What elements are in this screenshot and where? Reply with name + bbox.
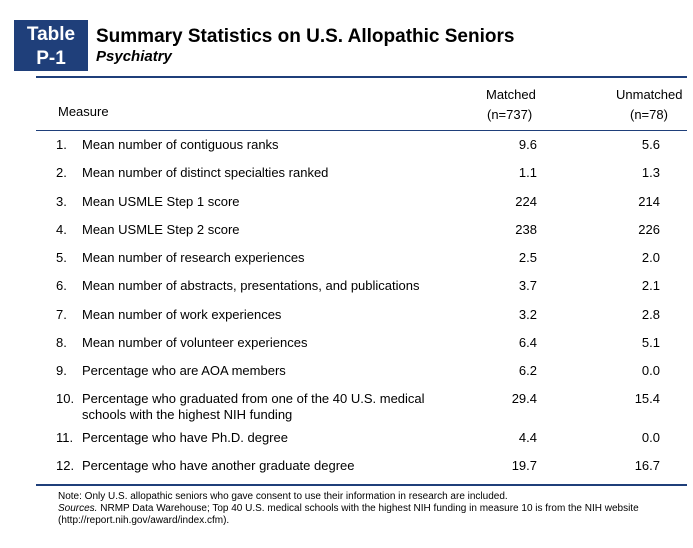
row-unmatched-value: 226: [638, 222, 660, 237]
row-matched-value: 6.2: [518, 363, 537, 378]
table-frame: [36, 76, 687, 486]
row-matched-value: 6.4: [518, 335, 537, 350]
row-measure: Percentage who have Ph.D. degree: [82, 430, 288, 445]
row-number: 6.: [56, 278, 67, 293]
table-note: Note: Only U.S. allopathic seniors who g…: [58, 491, 688, 527]
row-matched-value: 1.1: [518, 165, 537, 180]
row-number: 12.: [56, 458, 75, 473]
row-unmatched-value: 2.8: [641, 307, 660, 322]
row-matched-value: 3.2: [518, 307, 537, 322]
header-unmatched: Unmatched: [616, 87, 683, 102]
note-text: Note: Only U.S. allopathic seniors who g…: [58, 491, 508, 502]
header-matched-n: (n=737): [487, 107, 533, 122]
row-measure: Mean number of distinct specialties rank…: [82, 165, 329, 180]
row-measure: Mean USMLE Step 2 score: [82, 222, 240, 237]
header-unmatched-n: (n=78): [630, 107, 668, 122]
row-number: 5.: [56, 250, 67, 265]
row-measure: Percentage who have another graduate deg…: [82, 458, 355, 473]
page-title: Summary Statistics on U.S. Allopathic Se…: [96, 26, 515, 47]
row-unmatched-value: 5.6: [641, 137, 660, 152]
table-badge: Table P-1: [14, 20, 88, 71]
row-number: 3.: [56, 194, 67, 209]
row-unmatched-value: 16.7: [634, 458, 660, 473]
row-number: 7.: [56, 307, 67, 322]
row-matched-value: 19.7: [511, 458, 537, 473]
row-measure: Percentage who are AOA members: [82, 363, 286, 378]
table-badge-number: P-1: [36, 48, 66, 69]
row-number: 9.: [56, 363, 67, 378]
row-number: 10.: [56, 391, 75, 406]
header-measure: Measure: [58, 104, 109, 119]
row-matched-value: 4.4: [518, 430, 537, 445]
header-matched: Matched: [486, 87, 536, 102]
header-divider: [36, 130, 687, 131]
row-unmatched-value: 2.0: [641, 250, 660, 265]
row-measure: Mean number of abstracts, presentations,…: [82, 278, 420, 293]
row-unmatched-value: 2.1: [641, 278, 660, 293]
row-matched-value: 2.5: [518, 250, 537, 265]
row-measure: Mean USMLE Step 1 score: [82, 194, 240, 209]
row-number: 4.: [56, 222, 67, 237]
row-matched-value: 9.6: [518, 137, 537, 152]
page-subtitle: Psychiatry: [96, 48, 172, 65]
row-number: 11.: [56, 430, 74, 445]
row-matched-value: 29.4: [511, 391, 537, 406]
table-badge-label: Table: [26, 24, 76, 45]
sources-label: Sources.: [58, 503, 98, 514]
row-unmatched-value: 1.3: [641, 165, 660, 180]
row-number: 8.: [56, 335, 67, 350]
row-matched-value: 3.7: [518, 278, 537, 293]
row-unmatched-value: 214: [638, 194, 660, 209]
row-measure: Mean number of volunteer experiences: [82, 335, 308, 350]
row-unmatched-value: 0.0: [641, 363, 660, 378]
row-measure: Mean number of work experiences: [82, 307, 282, 322]
row-unmatched-value: 0.0: [641, 430, 660, 445]
sources-text: Sources. NRMP Data Warehouse; Top 40 U.S…: [58, 503, 688, 527]
row-matched-value: 238: [515, 222, 537, 237]
row-unmatched-value: 5.1: [641, 335, 660, 350]
row-measure: Percentage who graduated from one of the…: [82, 391, 425, 422]
row-measure: Mean number of contiguous ranks: [82, 137, 279, 152]
row-number: 1.: [56, 137, 67, 152]
row-unmatched-value: 15.4: [634, 391, 660, 406]
sources-body: NRMP Data Warehouse; Top 40 U.S. medical…: [58, 503, 639, 526]
row-measure: Mean number of research experiences: [82, 250, 305, 265]
row-matched-value: 224: [515, 194, 537, 209]
row-number: 2.: [56, 165, 67, 180]
